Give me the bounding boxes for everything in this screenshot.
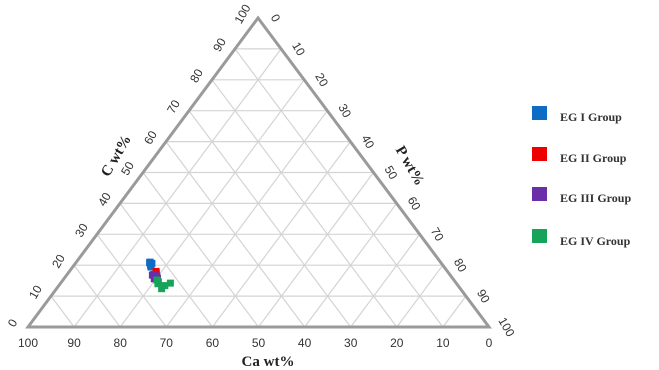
legend-swatch-eg-i xyxy=(532,106,547,120)
bottom-axis-title: Ca wt% xyxy=(242,354,295,370)
tick-label-ca: 90 xyxy=(67,336,81,350)
tick-label-c: 90 xyxy=(210,35,229,54)
tick-label-p: 30 xyxy=(335,101,354,120)
grid-line-ca xyxy=(73,264,121,328)
tick-label-ca: 40 xyxy=(298,336,312,350)
tick-label-p: 10 xyxy=(289,40,308,59)
legend: EG I Group EG II Group EG III Group EG I… xyxy=(532,106,631,248)
tick-label-c: 20 xyxy=(49,252,68,271)
tick-label-p: 100 xyxy=(495,315,517,340)
legend-label-eg-ii: EG II Group xyxy=(560,151,627,165)
tick-label-c: 100 xyxy=(231,2,253,27)
tick-label-c: 50 xyxy=(118,159,137,178)
tick-label-c: 30 xyxy=(72,221,91,240)
grid-line-ca xyxy=(142,172,259,328)
tick-label-p: 70 xyxy=(428,225,447,244)
grid-line-ca xyxy=(119,203,213,328)
data-points xyxy=(146,258,174,293)
grid-line-p xyxy=(350,233,421,328)
data-point-series-4 xyxy=(158,285,166,293)
grid-line-ca xyxy=(96,233,167,328)
axis-ticks: 100 90 80 70 60 50 40 30 20 10 0010203040506070809… xyxy=(5,2,518,350)
tick-label-p: 50 xyxy=(382,163,401,182)
tick-label-c: 0 xyxy=(5,316,21,329)
data-point-series-4 xyxy=(166,279,174,287)
data-point-series-4 xyxy=(154,280,162,288)
tick-label-c: 80 xyxy=(187,66,206,85)
grid-line-p xyxy=(73,48,282,328)
legend-swatch-eg-iii xyxy=(532,187,547,201)
tick-label-ca: 70 xyxy=(160,336,174,350)
grid-line-ca xyxy=(50,295,75,328)
legend-label-eg-i: EG I Group xyxy=(560,110,622,124)
right-axis-title: P wt% xyxy=(392,143,427,188)
tick-label-ca: 20 xyxy=(390,336,404,350)
tick-label-ca: 80 xyxy=(114,336,128,350)
legend-label-eg-iv: EG IV Group xyxy=(560,234,631,248)
tick-label-p: 20 xyxy=(312,71,331,90)
tick-label-p: 40 xyxy=(358,132,377,151)
tick-label-p: 80 xyxy=(451,256,470,275)
grid-line-p xyxy=(442,295,467,328)
grid-line-p xyxy=(258,172,374,328)
data-point-series-1 xyxy=(148,259,156,267)
grid-line-p xyxy=(165,110,328,328)
grid-line-ca xyxy=(234,48,444,328)
legend-label-eg-iii: EG III Group xyxy=(560,191,631,205)
data-point-series-4 xyxy=(153,276,161,284)
tick-label-c: 40 xyxy=(95,190,114,209)
ternary-grid xyxy=(50,48,467,328)
data-point-series-1 xyxy=(147,263,155,271)
legend-swatch-eg-ii xyxy=(532,147,547,161)
tick-label-ca: 100 xyxy=(18,336,38,350)
tick-label-c: 10 xyxy=(26,283,45,302)
tick-label-c: 70 xyxy=(164,97,183,116)
tick-label-c: 60 xyxy=(141,128,160,147)
grid-line-ca xyxy=(188,110,352,328)
tick-label-p: 0 xyxy=(268,12,284,25)
ternary-frame xyxy=(25,15,492,329)
grid-line-p xyxy=(396,264,444,328)
tick-label-ca: 0 xyxy=(486,336,493,350)
tick-label-ca: 30 xyxy=(344,336,358,350)
tick-label-ca: 10 xyxy=(436,336,450,350)
tick-label-ca: 50 xyxy=(252,336,266,350)
grid-line-p xyxy=(304,203,398,328)
tick-label-p: 60 xyxy=(405,194,424,213)
legend-swatch-eg-iv xyxy=(532,229,547,243)
tick-label-ca: 60 xyxy=(206,336,220,350)
tick-label-p: 90 xyxy=(474,287,493,306)
